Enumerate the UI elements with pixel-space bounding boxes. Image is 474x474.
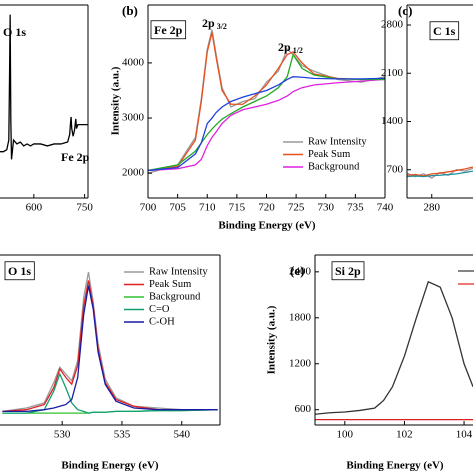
legend-label: Peak Sum: [308, 149, 350, 160]
y-tick-label: 2100: [381, 67, 404, 79]
label-box: [331, 261, 365, 281]
x-tick-label: 740: [377, 202, 394, 214]
annotation-text: 2p: [202, 16, 215, 30]
x-tick-label: 725: [288, 202, 305, 214]
annotation-text: O 1s: [3, 25, 26, 39]
series-line: [148, 76, 385, 172]
series-line: [2, 280, 218, 413]
x-tick-label: 700: [140, 202, 157, 214]
y-tick-label: 1800: [289, 311, 312, 323]
panel-label: (b): [122, 3, 138, 18]
series-line: [407, 170, 473, 178]
x-axis-title: Binding Energy (eV): [218, 220, 316, 232]
series-line: [148, 32, 385, 172]
y-tick-label: 1400: [381, 115, 404, 127]
y-tick-label: 2800: [381, 19, 404, 31]
x-tick-label: 705: [169, 202, 186, 214]
x-axis-title: Binding Energy (eV): [61, 460, 159, 472]
x-tick-label: 750: [76, 202, 93, 214]
x-tick-label: 540: [173, 429, 190, 441]
y-axis-title: Intensity (a.u.): [110, 66, 122, 135]
legend-label: C=O: [149, 304, 170, 315]
annotation: Fe 2p: [61, 150, 90, 164]
x-tick-label: 280: [424, 202, 441, 214]
panel-label: (c): [398, 3, 412, 18]
y-tick-label: 2000: [122, 167, 145, 179]
x-tick-label: 100: [337, 429, 354, 441]
x-tick-label: 600: [26, 202, 43, 214]
x-tick-label: 535: [114, 429, 131, 441]
annotation: 2p 1/2: [278, 40, 303, 55]
annotation: 2p 3/2: [202, 16, 227, 31]
x-tick-label: 715: [229, 202, 246, 214]
y-tick-label: 600: [295, 403, 312, 415]
series-line: [148, 78, 385, 172]
x-tick-label: 102: [396, 429, 413, 441]
label-box: [150, 20, 187, 40]
y-tick-label: 700: [387, 163, 404, 175]
legend-label: Raw Intensity: [149, 266, 208, 277]
legend-label: Background: [149, 291, 201, 302]
x-tick-label: 735: [347, 202, 364, 214]
inner-label: Si 2p: [335, 264, 361, 278]
annotation-text: 2p: [278, 40, 291, 54]
legend-label: Peak Sum: [149, 279, 191, 290]
annotation: O 1s: [3, 25, 26, 39]
x-axis-title: Binding Energy (eV): [346, 460, 444, 472]
series-line: [2, 372, 218, 414]
series-line: [2, 285, 218, 413]
x-tick-label: 730: [318, 202, 335, 214]
y-tick-label: 1200: [289, 357, 312, 369]
y-tick-label: 3000: [122, 112, 145, 124]
panel-label: (e): [290, 263, 304, 278]
label-box: [4, 261, 35, 281]
inner-label: C 1s: [433, 24, 456, 38]
x-tick-label: 104: [456, 429, 473, 441]
y-tick-label: 4000: [122, 56, 145, 68]
legend-label: Raw Intensity: [308, 136, 367, 147]
series-line: [0, 14, 88, 160]
y-axis-title: Intensity (a.u.): [266, 305, 278, 374]
x-tick-label: 530: [54, 429, 71, 441]
inner-label: O 1s: [8, 264, 31, 278]
series-line: [315, 280, 473, 415]
legend-label: Background: [308, 161, 360, 172]
inner-label: Fe 2p: [154, 23, 183, 37]
annotation-sub: 1/2: [293, 46, 303, 55]
annotation-text: Fe 2p: [61, 150, 90, 164]
series-line: [407, 166, 473, 177]
y-tick-label: 2400: [289, 265, 312, 277]
label-box: [429, 21, 460, 41]
annotation-sub: 3/2: [217, 22, 227, 31]
legend-label: C-OH: [149, 316, 175, 327]
x-tick-label: 720: [258, 202, 275, 214]
x-tick-label: 710: [199, 202, 216, 214]
